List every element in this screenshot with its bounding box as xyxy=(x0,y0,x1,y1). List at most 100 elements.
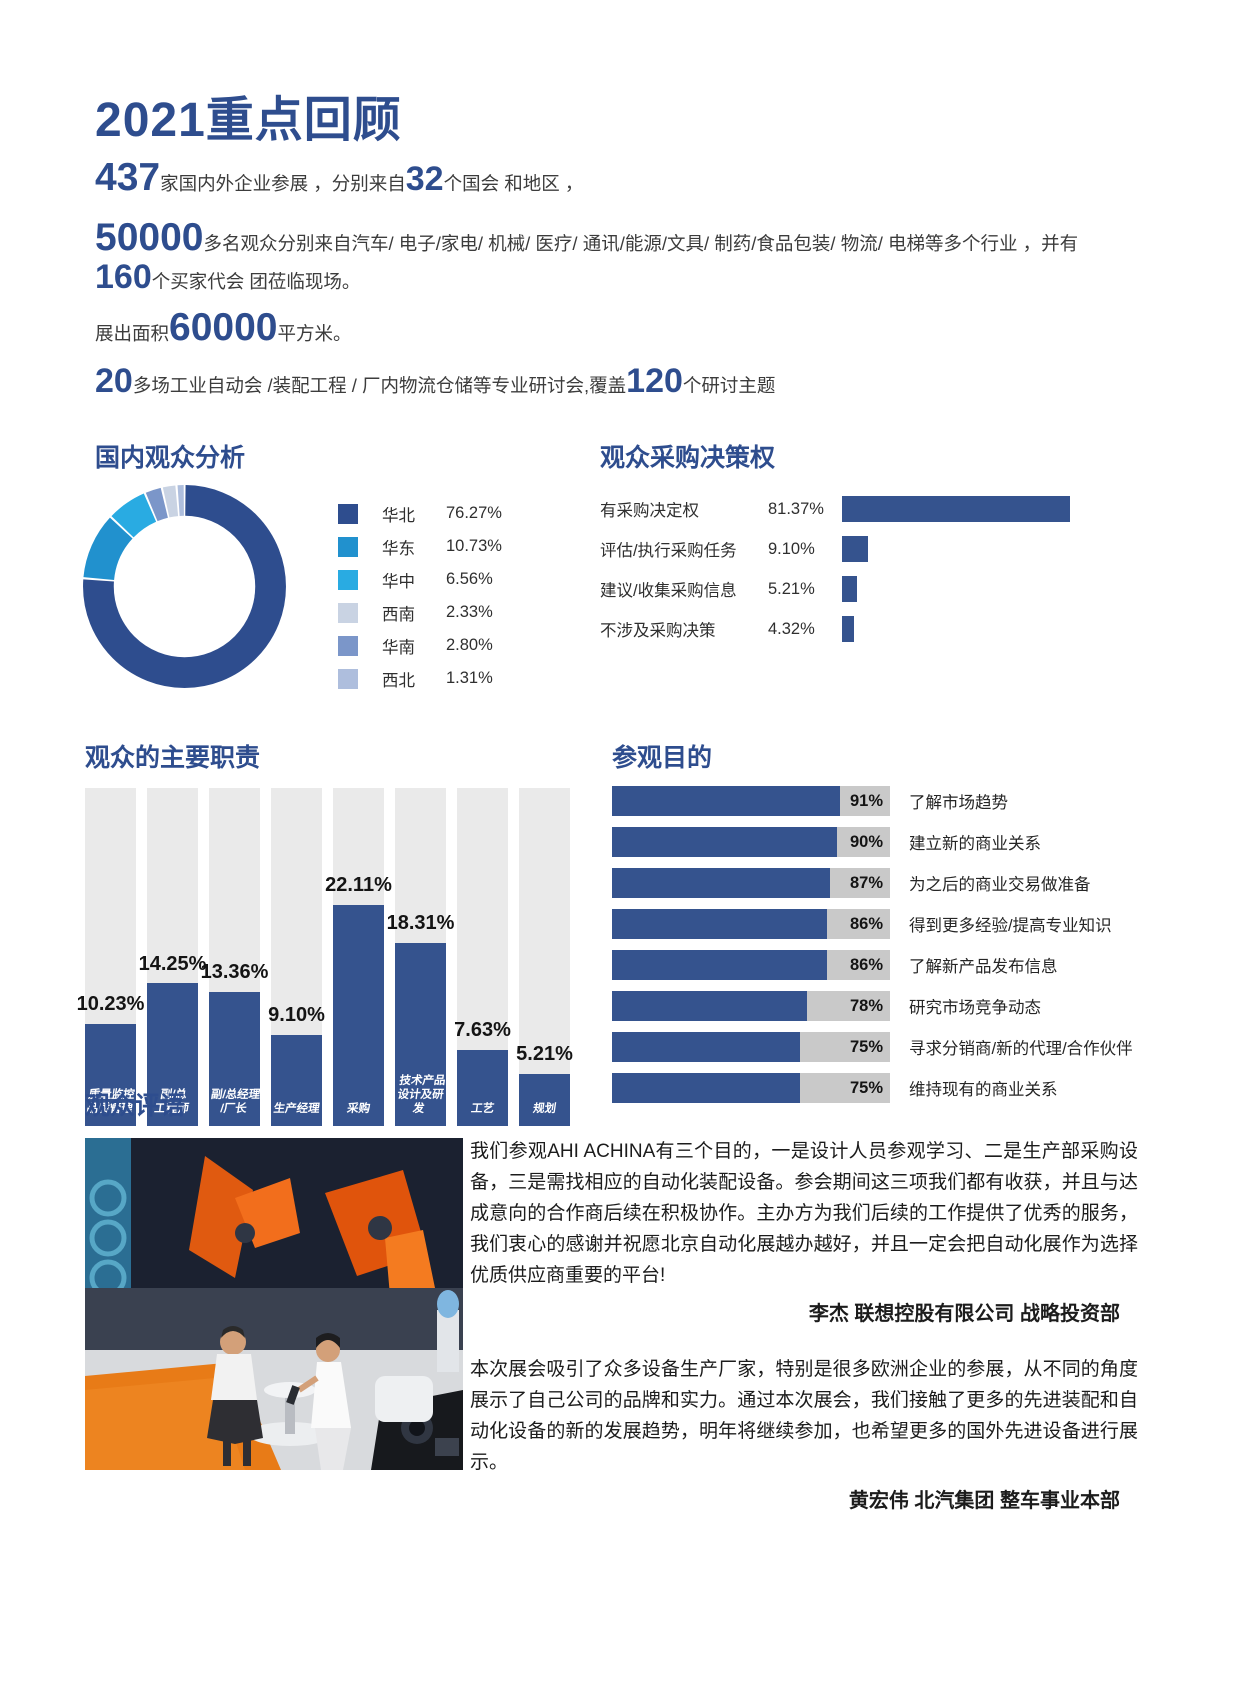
responsibility-track: 7.63% 工艺 xyxy=(454,788,511,1126)
legend-row: 华南 2.80% xyxy=(338,632,502,659)
purpose-track: 91% xyxy=(612,786,890,816)
stat-number-area: 60000 xyxy=(169,306,278,349)
stat-number-delegations: 160 xyxy=(95,258,152,296)
legend-swatch xyxy=(338,602,358,623)
section-title-visitor-analysis: 国内观众分析 xyxy=(95,444,246,472)
purpose-row: 78% 研究市场竞争动态 xyxy=(612,991,1133,1021)
decision-label: 评估/执行采购任务 xyxy=(600,542,737,560)
legend-label: 华东 xyxy=(382,539,415,558)
stat-text: 多名观众分别来自汽车/ 电子/家电/ 机械/ 医疗/ 通讯/能源/文具/ 制药/… xyxy=(203,233,1079,254)
decision-value: 4.32% xyxy=(768,619,815,638)
legend-swatch xyxy=(338,569,358,590)
purpose-row: 87% 为之后的商业交易做准备 xyxy=(612,868,1133,898)
decision-row: 有采购决定权 81.37% xyxy=(600,496,1180,522)
responsibility-value: 7.63% xyxy=(454,1018,511,1041)
stat-line-seminars: 20多场工业自动会 /装配工程 / 厂内物流仓储等专业研讨会,覆盖120个研讨主… xyxy=(95,362,775,401)
stat-text: 展出面积 xyxy=(95,323,170,344)
purpose-label: 得到更多经验/提高专业知识 xyxy=(909,917,1112,935)
purpose-value: 75% xyxy=(849,1038,883,1056)
purpose-label: 为之后的商业交易做准备 xyxy=(909,876,1091,894)
legend-label: 西北 xyxy=(382,671,415,690)
legend-value: 10.73% xyxy=(446,537,502,555)
responsibility-label: 副/总经理 /厂长 xyxy=(210,1089,261,1115)
stat-text: 多场工业自动会 /装配工程 / 厂内物流仓储等专业研讨会,覆盖 xyxy=(132,375,627,396)
responsibility-label: 生产经理 xyxy=(272,1103,321,1115)
legend-swatch xyxy=(338,503,358,524)
testimonial-text: 本次展会吸引了众多设备生产厂家，特别是很多欧洲企业的参展，从不同的角度展示了自己… xyxy=(470,1359,1138,1473)
responsibility-track: 13.36% 副/总经理 /厂长 xyxy=(201,788,268,1126)
responsibility-bar xyxy=(209,992,260,1126)
responsibility-value: 18.31% xyxy=(386,911,455,934)
purpose-track: 75% xyxy=(612,1032,890,1062)
responsibility-track: 14.25% 副/总 工程师 xyxy=(139,788,206,1126)
purpose-row: 91% 了解市场趋势 xyxy=(612,786,1133,816)
purpose-row: 86% 得到更多经验/提高专业知识 xyxy=(612,909,1133,939)
purpose-bar xyxy=(612,991,807,1021)
purpose-bar xyxy=(612,786,840,816)
responsibility-value: 5.21% xyxy=(516,1042,573,1065)
stat-number-exhibitors: 437 xyxy=(95,156,161,199)
responsibilities-column-chart: 10.23% 质量监控 品质管理 14.25% 副/总 工程师 13.36% 副/总经理 … xyxy=(77,788,573,1126)
legend-value: 2.33% xyxy=(446,603,493,621)
decision-bar xyxy=(842,576,857,602)
purpose-value: 75% xyxy=(849,1079,883,1097)
purpose-track: 86% xyxy=(612,950,890,980)
stat-line-area: 展出面积60000平方米。 xyxy=(95,306,351,350)
purpose-bar xyxy=(612,1073,800,1103)
responsibility-bar xyxy=(271,1035,322,1126)
section-title-comments: 观众评语 xyxy=(85,1092,186,1120)
legend-value: 2.80% xyxy=(446,636,493,654)
purpose-track: 78% xyxy=(612,991,890,1021)
stat-number-countries: 32 xyxy=(405,160,444,198)
legend-row: 西南 2.33% xyxy=(338,599,502,626)
testimonial-list: 我们参观AHI ACHINA有三个目的，一是设计人员参观学习、二是生产部采购设备… xyxy=(470,1136,1138,1541)
purpose-value: 78% xyxy=(849,997,883,1015)
responsibility-value: 22.11% xyxy=(325,873,392,896)
legend-label: 华北 xyxy=(382,506,415,525)
responsibility-bar xyxy=(519,1074,570,1126)
section-title-purchase-decision: 观众采购决策权 xyxy=(600,444,776,472)
responsibility-label: 技术产品 设计及研发 xyxy=(396,1075,447,1115)
decision-bar xyxy=(842,616,855,642)
testimonial-text: 我们参观AHI ACHINA有三个目的，一是设计人员参观学习、二是生产部采购设备… xyxy=(470,1141,1138,1286)
legend-label: 西南 xyxy=(382,605,415,624)
responsibility-track: 18.31% 技术产品 设计及研发 xyxy=(387,788,454,1126)
responsibility-label: 规划 xyxy=(532,1103,557,1115)
purpose-row: 75% 寻求分销商/新的代理/合作伙伴 xyxy=(612,1032,1133,1062)
purpose-row: 90% 建立新的商业关系 xyxy=(612,827,1133,857)
legend-row: 西北 1.31% xyxy=(338,665,502,692)
responsibility-value: 9.10% xyxy=(268,1004,325,1026)
responsibility-label: 工艺 xyxy=(470,1103,495,1115)
purpose-bar xyxy=(612,909,827,939)
legend-swatch xyxy=(338,635,358,656)
responsibility-track: 9.10% 生产经理 xyxy=(268,788,325,1126)
responsibility-track: 10.23% 质量监控 品质管理 xyxy=(77,788,144,1126)
purpose-label: 了解新产品发布信息 xyxy=(909,958,1058,976)
legend-row: 华中 6.56% xyxy=(338,566,502,593)
purchase-decision-chart: 有采购决定权 81.37% 评估/执行采购任务 9.10% 建议/收集采购信息 5.21%… xyxy=(600,496,1180,656)
decision-value: 9.10% xyxy=(768,539,815,558)
purpose-bar xyxy=(612,950,827,980)
donut-legend: 华北 76.27% 华东 10.73% 华中 6.56% 西南 2.33% 华南 2.80% 西北 1… xyxy=(338,500,502,698)
purpose-track: 90% xyxy=(612,827,890,857)
decision-value: 81.37% xyxy=(768,499,824,518)
purpose-track: 75% xyxy=(612,1073,890,1103)
responsibility-track: 22.11% 采购 xyxy=(325,788,392,1126)
stat-number-seminars: 20 xyxy=(95,362,133,400)
legend-swatch xyxy=(338,536,358,557)
responsibility-bar xyxy=(395,943,446,1126)
purpose-row: 86% 了解新产品发布信息 xyxy=(612,950,1133,980)
decision-label: 不涉及采购决策 xyxy=(600,622,716,640)
decision-row: 不涉及采购决策 4.32% xyxy=(600,616,1180,642)
purpose-value: 86% xyxy=(849,915,883,933)
responsibility-value: 14.25% xyxy=(138,952,207,975)
section-title-responsibilities: 观众的主要职责 xyxy=(85,744,261,772)
purpose-value: 90% xyxy=(849,833,883,851)
stat-line-visitors: 50000多名观众分别来自汽车/ 电子/家电/ 机械/ 医疗/ 通讯/能源/文具… xyxy=(95,216,1078,260)
stat-text: 家国内外企业参展 ，分别来自 xyxy=(160,173,406,194)
legend-value: 6.56% xyxy=(446,570,493,588)
decision-row: 评估/执行采购任务 9.10% xyxy=(600,536,1180,562)
responsibility-bar xyxy=(85,1024,136,1126)
decision-row: 建议/收集采购信息 5.21% xyxy=(600,576,1180,602)
responsibility-value: 13.36% xyxy=(200,961,269,984)
